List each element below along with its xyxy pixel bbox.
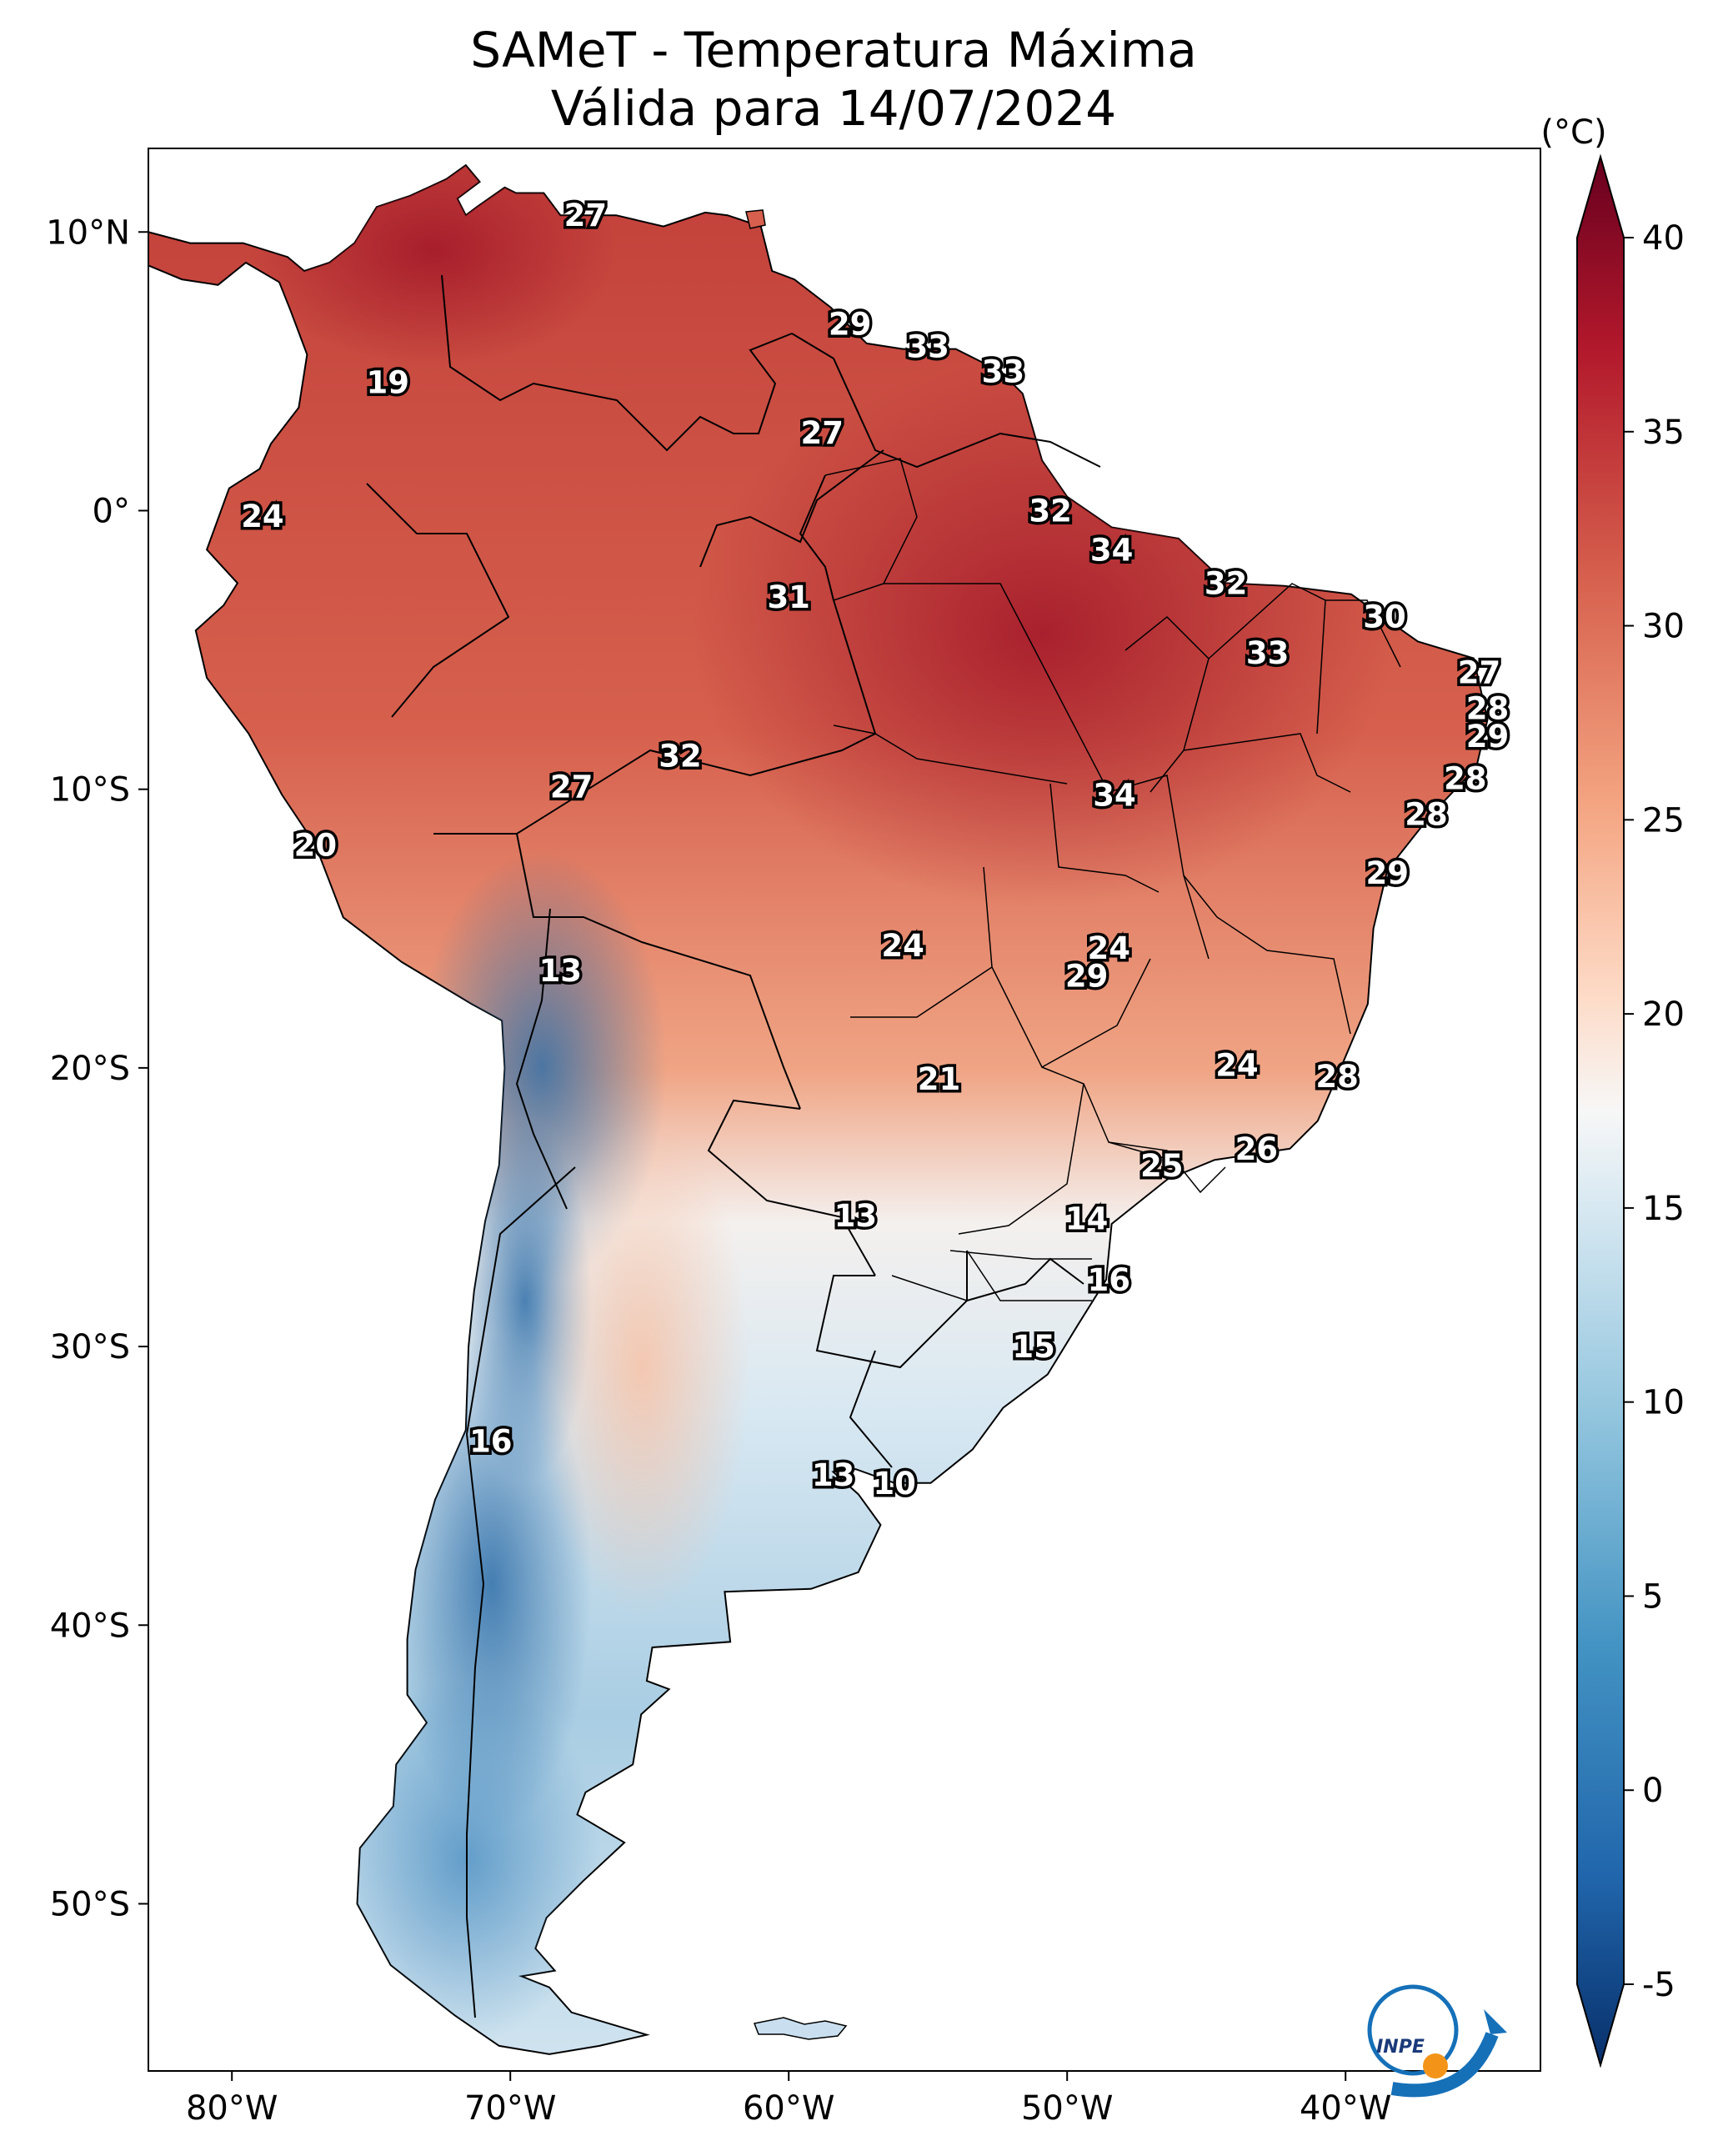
- map-title-line1: SAMeT - Temperatura Máxima: [470, 22, 1197, 78]
- x-tick-label: 40°W: [1300, 2089, 1391, 2128]
- y-tick-label: 0°: [93, 492, 130, 530]
- colorbar-tick-label: 0: [1642, 1772, 1663, 1810]
- city-temperature-label: 15: [1012, 1329, 1055, 1365]
- colorbar-tick-label: 40: [1642, 219, 1685, 258]
- state-borders: [824, 458, 1401, 1301]
- city-temperature-label: 27: [801, 415, 844, 451]
- pampa-warm-zone: [533, 1117, 750, 1617]
- city-temperature-label: 29: [1366, 855, 1410, 891]
- colorbar-ticks: 40 35 30 25 20 15 10 5 0 -5: [1624, 219, 1685, 2004]
- city-temperature-label: 28: [1444, 760, 1487, 796]
- x-tick-label: 50°W: [1021, 2089, 1113, 2128]
- city-temperature-label: 19: [366, 365, 409, 401]
- x-axis-ticks: 80°W 70°W 60°W 50°W 40°W: [186, 2071, 1391, 2128]
- colorbar-tick-label: 5: [1642, 1577, 1663, 1616]
- city-temperature-label: 29: [829, 307, 872, 343]
- map-frame-border: [148, 148, 1541, 2072]
- inpe-logo: INPE: [1367, 1984, 1507, 2098]
- city-temperature-label: 33: [906, 328, 949, 364]
- colorbar-body: [1576, 153, 1625, 2068]
- colorbar-tick-label: 15: [1642, 1190, 1685, 1228]
- logo-text: INPE: [1376, 2037, 1425, 2058]
- city-temperature-label: 13: [539, 953, 583, 989]
- city-temperature-label: 24: [241, 499, 284, 534]
- city-temperature-label: 13: [834, 1198, 878, 1234]
- colorbar-tick-label: 10: [1642, 1384, 1685, 1422]
- city-temperature-label: 30: [1363, 599, 1406, 634]
- x-tick-label: 60°W: [743, 2089, 834, 2128]
- y-tick-label: 30°S: [50, 1328, 130, 1366]
- colorbar-tick-label: 35: [1642, 414, 1685, 452]
- y-tick-label: 40°S: [50, 1607, 130, 1645]
- city-temperature-label: 29: [1466, 719, 1510, 755]
- city-temperature-label: 31: [767, 579, 810, 615]
- y-axis-ticks: 10°N 0° 10°S 20°S 30°S 40°S 50°S: [46, 213, 148, 1923]
- city-temperature-label: 24: [881, 928, 924, 964]
- falkland-islands: [753, 2017, 848, 2040]
- city-temperature-label: 16: [1088, 1262, 1131, 1298]
- city-temperature-label: 32: [659, 739, 702, 775]
- logo-swoosh: [1390, 2032, 1499, 2098]
- city-temperature-label: 28: [1466, 691, 1510, 727]
- country-borders: [366, 274, 1101, 2018]
- y-tick-label: 50°S: [50, 1885, 130, 1923]
- city-temperature-label: 24: [1088, 930, 1131, 966]
- city-temperature-label: 34: [1093, 777, 1136, 813]
- y-tick-label: 10°N: [46, 213, 130, 252]
- city-temperature-label: 27: [1458, 654, 1501, 690]
- logo-orbit-ring: [1367, 1984, 1459, 2076]
- city-temperature-label: 33: [1246, 635, 1290, 671]
- city-temperature-label: 26: [1235, 1131, 1279, 1167]
- y-tick-label: 20°S: [50, 1050, 130, 1088]
- colorbar: (°C) 40 35 30 25 20 15 10 5 0 -5: [1540, 113, 1685, 2068]
- city-temperature-label: 20: [294, 828, 338, 864]
- city-temperature-label: 33: [982, 353, 1025, 389]
- city-temperature-label: 29: [1065, 959, 1109, 995]
- colorbar-tick-label: 20: [1642, 995, 1685, 1034]
- city-temperature-label: 13: [812, 1457, 855, 1493]
- colorbar-tick-label: 25: [1642, 801, 1685, 840]
- city-temperature-label: 24: [1215, 1048, 1259, 1084]
- city-temperature-label: 16: [469, 1424, 513, 1460]
- logo-sun-dot: [1423, 2053, 1448, 2078]
- trinidad-island: [745, 209, 766, 229]
- city-temperature-label: 27: [550, 769, 594, 805]
- colorbar-tick-label: 30: [1642, 608, 1685, 646]
- city-temperature-label: 32: [1029, 493, 1072, 529]
- city-temperature-label: 32: [1205, 565, 1248, 601]
- city-temperature-label: 21: [918, 1061, 961, 1097]
- city-temperature-label: 28: [1315, 1059, 1359, 1095]
- colorbar-unit: (°C): [1540, 113, 1606, 152]
- city-value-labels: 2729333319273224343231303327282932283427…: [238, 195, 1512, 1505]
- x-tick-label: 70°W: [464, 2089, 556, 2128]
- city-temperature-label: 14: [1065, 1201, 1109, 1236]
- colorbar-tick-label: -5: [1642, 1966, 1675, 2004]
- map-title-line2: Válida para 14/07/2024: [551, 80, 1116, 137]
- y-tick-label: 10°S: [50, 771, 130, 810]
- city-temperature-label: 10: [873, 1466, 916, 1502]
- city-temperature-label: 27: [564, 198, 608, 233]
- city-temperature-label: 34: [1090, 532, 1134, 568]
- city-temperature-label: 28: [1405, 797, 1448, 833]
- city-temperature-label: 25: [1140, 1148, 1184, 1184]
- x-tick-label: 80°W: [186, 2089, 278, 2128]
- logo-arrow-icon: [1484, 2009, 1507, 2034]
